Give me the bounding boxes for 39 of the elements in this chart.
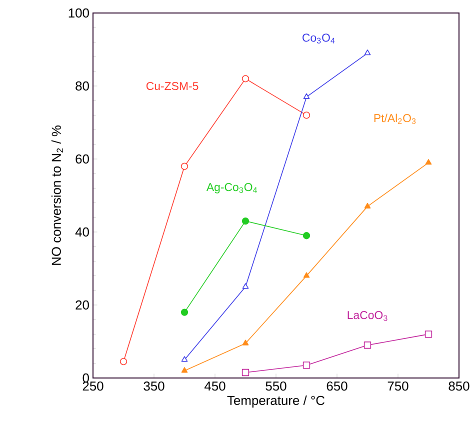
point — [302, 232, 310, 240]
point — [303, 93, 310, 99]
point — [180, 308, 188, 316]
point — [242, 340, 249, 346]
point — [303, 272, 310, 278]
x-tick-label: 650 — [326, 382, 348, 391]
text: Co$_{3}$O$_{4}$ — [302, 34, 335, 44]
point — [180, 162, 188, 170]
point — [120, 358, 128, 366]
y-tick-label: 20 — [76, 300, 89, 310]
point — [424, 330, 432, 338]
x-tick-label: 350 — [144, 382, 164, 391]
point — [242, 283, 249, 289]
point — [242, 368, 250, 376]
x-tick-label: 550 — [266, 382, 286, 391]
y-tick-label: 40 — [75, 227, 89, 237]
y-tick-label: 100 — [68, 8, 89, 18]
point — [364, 202, 371, 208]
point — [181, 356, 188, 362]
y-axis-title: NO conversion to N$_{2}$ / % — [51, 126, 64, 265]
point — [425, 159, 432, 165]
point — [181, 367, 188, 373]
x-tick-label: 750 — [388, 382, 408, 391]
point — [302, 112, 310, 119]
point — [364, 342, 372, 349]
x-tick-label: 250 — [82, 382, 104, 391]
y-tick-label: 60 — [76, 154, 89, 164]
text: Cu-ZSM-5 — [146, 82, 198, 90]
point — [242, 75, 250, 82]
x-axis-title: Temperature / °C — [227, 396, 325, 408]
x-tick-label: 450 — [204, 382, 226, 391]
series-label: LaCoO$_{3}$ — [348, 311, 388, 321]
y-tick-label: 80 — [76, 81, 89, 91]
point — [364, 50, 371, 56]
text: Pt/Al$_{2}$O$_{3}$ — [374, 114, 416, 124]
point — [242, 217, 250, 225]
x-tick-label: 850 — [448, 382, 470, 391]
text: Ag-Co$_{3}$O$_{4}$ — [206, 183, 257, 194]
point — [302, 362, 310, 369]
